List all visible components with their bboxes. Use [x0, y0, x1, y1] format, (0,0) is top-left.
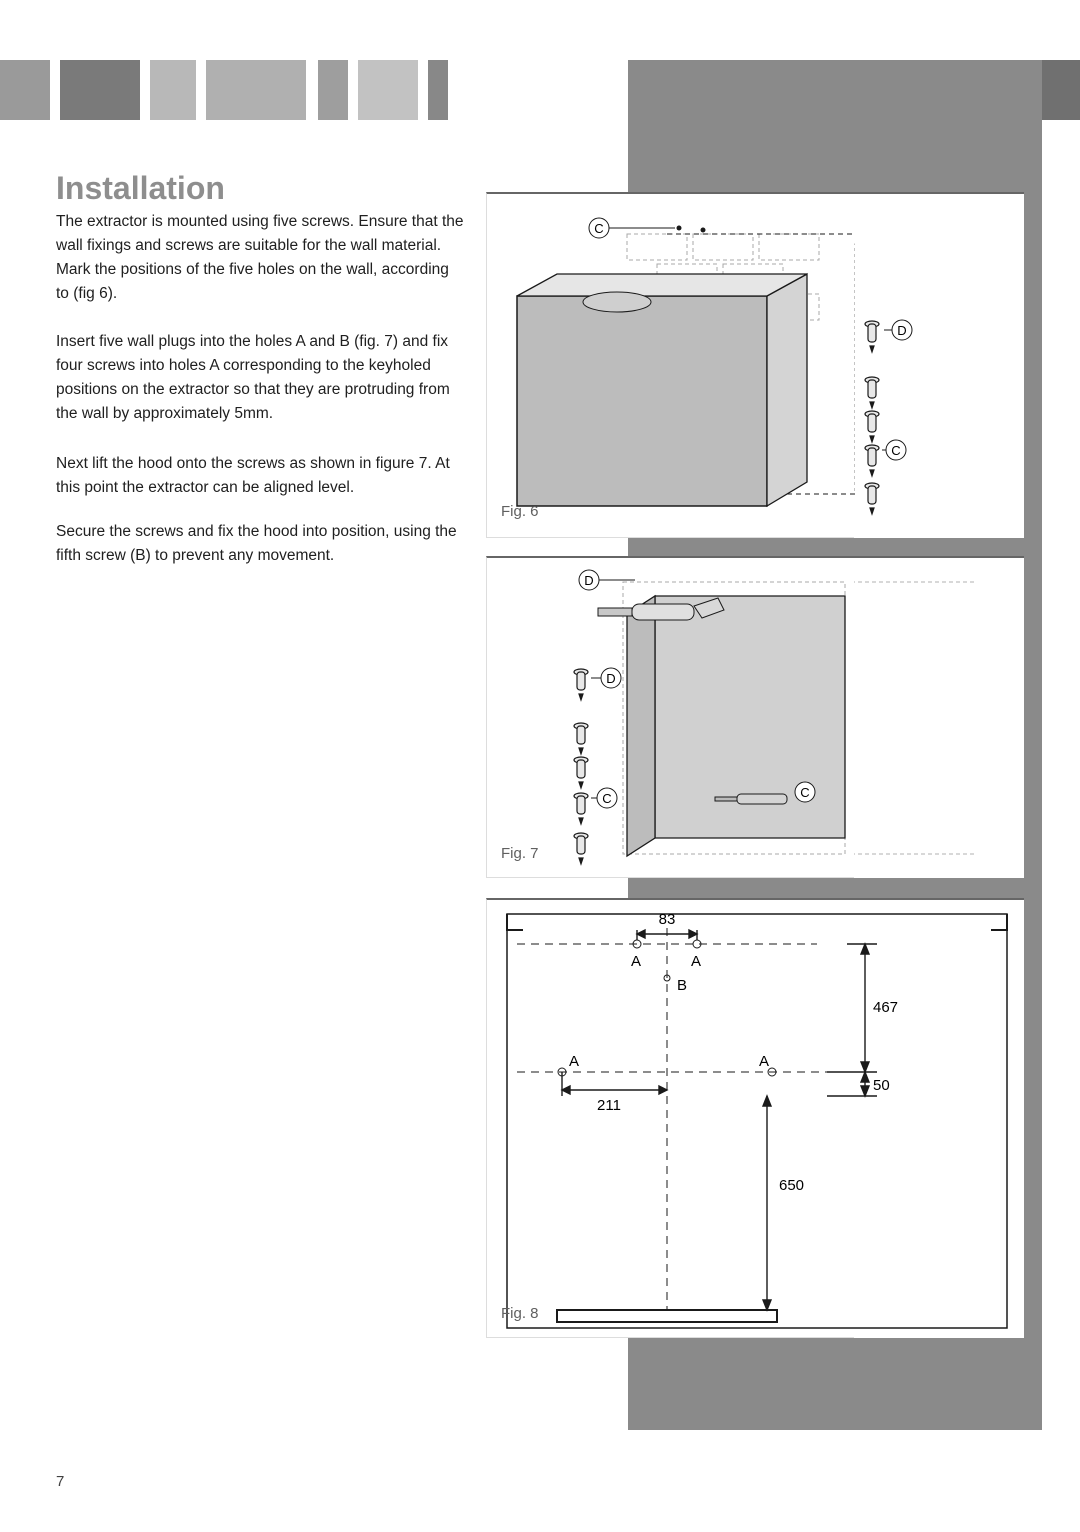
paragraph: Insert five wall plugs into the holes A …: [56, 330, 466, 426]
dim-83: 83: [659, 911, 676, 928]
figure-8-caption: Fig. 8: [501, 1305, 539, 1322]
header-block: [150, 60, 196, 120]
figure-7: D D C: [486, 556, 854, 878]
figure-6: C Fig. 6: [486, 192, 854, 538]
label-C: C: [800, 785, 809, 800]
point-A: A: [569, 1053, 579, 1070]
paragraph: Secure the screws and fix the hood into …: [56, 520, 466, 568]
figure-6-caption: Fig. 6: [501, 503, 539, 520]
header-block: [60, 60, 140, 120]
dim-50: 50: [873, 1077, 890, 1094]
paragraph: Next lift the hood onto the screws as sh…: [56, 452, 466, 500]
label-D: D: [584, 573, 593, 588]
point-A: A: [691, 953, 701, 970]
section-heading: Installation: [56, 170, 225, 207]
header-block: [206, 60, 306, 120]
header-block: [358, 60, 418, 120]
header-block: [318, 60, 348, 120]
point-A: A: [759, 1053, 769, 1070]
label-D: D: [897, 323, 906, 338]
dim-650: 650: [779, 1177, 804, 1194]
header-block: [428, 60, 448, 120]
point-B: B: [677, 977, 687, 994]
figure-6-extension: D C: [854, 192, 1024, 538]
label-C: C: [602, 791, 611, 806]
label-C: C: [594, 221, 603, 236]
dim-467: 467: [873, 999, 898, 1016]
header-right-strip: [1042, 60, 1080, 120]
figure-7-extension: [854, 556, 1024, 878]
label-D: D: [606, 671, 615, 686]
page-number: 7: [56, 1473, 64, 1490]
figure-7-caption: Fig. 7: [501, 845, 539, 862]
figure-8: 83 A A B A A 211 467: [486, 898, 854, 1338]
dim-211: 211: [597, 1097, 621, 1114]
point-A: A: [631, 953, 641, 970]
label-C: C: [891, 443, 900, 458]
paragraph: The extractor is mounted using five scre…: [56, 210, 466, 306]
header-block: [0, 60, 50, 120]
